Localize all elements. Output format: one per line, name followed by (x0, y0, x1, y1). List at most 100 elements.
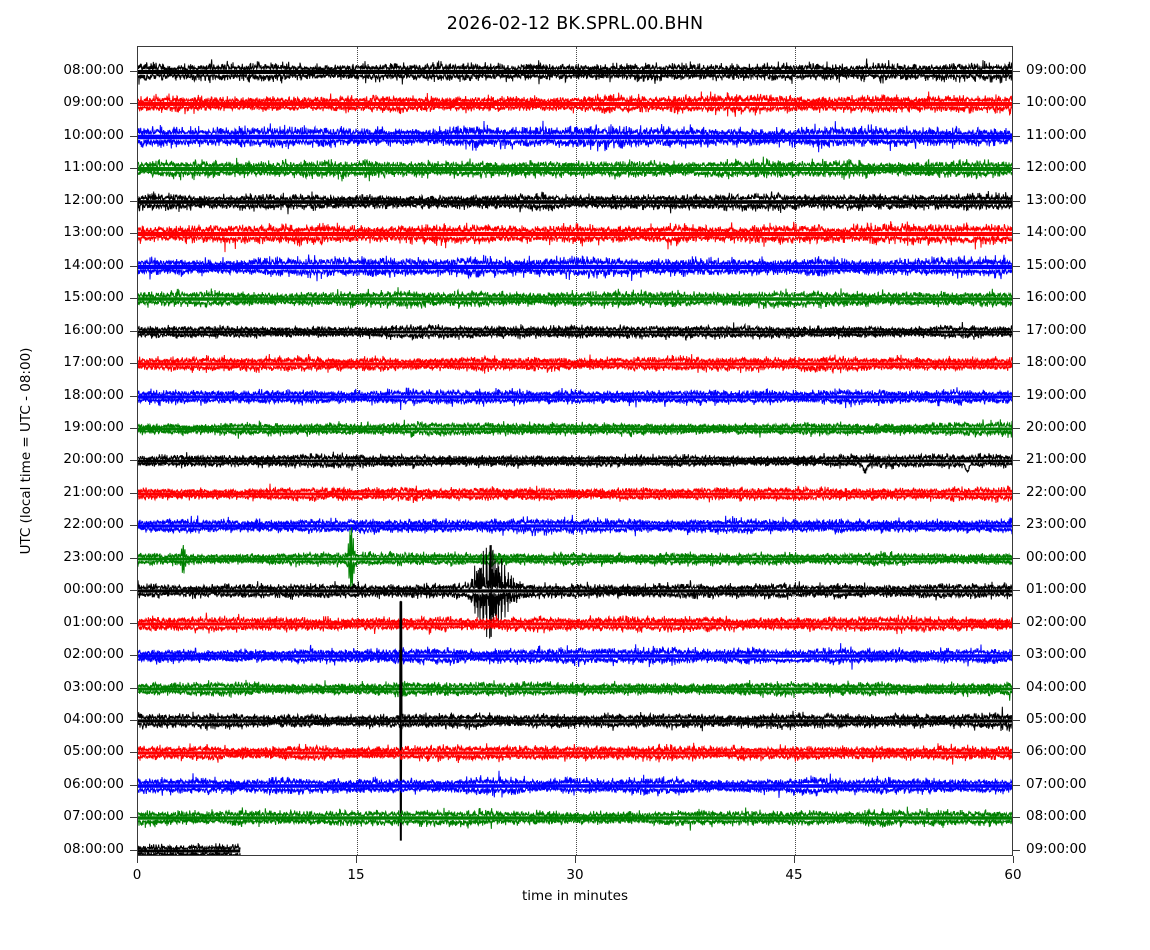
right-tick-label: 00:00:00 (1026, 548, 1087, 565)
trace-core-band (138, 654, 1012, 658)
right-tick-mark (1013, 363, 1020, 365)
x-tick-mark (794, 856, 795, 863)
right-tick-label: 06:00:00 (1026, 743, 1087, 760)
trace-waveform-lower (138, 395, 1012, 410)
left-tick-label: 03:00:00 (63, 678, 124, 695)
seismic-trace (138, 426, 1012, 496)
right-tick-mark (1013, 817, 1020, 819)
seismic-trace (138, 816, 1012, 855)
x-tick-mark (356, 856, 357, 863)
trace-core-band (138, 264, 1012, 269)
right-tick-mark (1013, 557, 1020, 559)
trace-waveform-upper (138, 483, 1012, 495)
right-tick-mark (1013, 135, 1020, 137)
trace-waveform-lower (138, 752, 1012, 766)
right-tick-mark (1013, 622, 1020, 624)
right-tick-mark (1013, 720, 1020, 721)
trace-waveform-upper (138, 842, 241, 852)
right-tick-label: 23:00:00 (1026, 516, 1087, 533)
left-tick-mark (130, 492, 137, 494)
left-tick-mark (130, 752, 137, 754)
left-tick-label: 08:00:00 (63, 62, 124, 78)
x-axis-label: time in minutes (521, 888, 629, 904)
right-tick-mark (1013, 525, 1020, 527)
right-tick-mark (1013, 752, 1020, 754)
trace-core-band (138, 784, 1012, 788)
right-tick-mark (1013, 265, 1020, 267)
left-tick-label: 02:00:00 (63, 646, 124, 663)
right-tick-label: 08:00:00 (1026, 808, 1087, 825)
left-tick-mark (130, 622, 137, 624)
right-tick-label: 07:00:00 (1026, 775, 1087, 792)
x-tick-label: 15 (347, 867, 365, 883)
trace-container (138, 47, 1012, 855)
trace-waveform-upper (138, 321, 1012, 333)
right-tick-label: 15:00:00 (1026, 256, 1087, 273)
seismic-trace (138, 783, 1012, 853)
right-tick-label: 09:00:00 (1026, 840, 1087, 857)
right-tick-label: 13:00:00 (1026, 191, 1087, 208)
trace-core-band (138, 330, 1012, 334)
left-tick-mark (130, 298, 137, 300)
trace-core-band (138, 69, 1012, 75)
trace-core-band (138, 232, 1012, 237)
trace-waveform-upper (138, 527, 1012, 560)
gridline-minute-15 (357, 47, 358, 855)
trace-waveform-lower (138, 850, 241, 855)
left-tick-label: 15:00:00 (63, 289, 124, 306)
left-tick-label: 17:00:00 (63, 354, 124, 371)
left-tick-label: 00:00:00 (63, 581, 124, 598)
left-tick-label: 01:00:00 (63, 613, 124, 630)
right-tick-label: 12:00:00 (1026, 159, 1087, 176)
right-tick-mark (1013, 849, 1020, 851)
trace-waveform-upper (138, 287, 1012, 300)
trace-core-band (138, 492, 1012, 496)
left-tick-label: 05:00:00 (63, 743, 124, 760)
gridline-minute-30 (576, 47, 577, 855)
trace-core-band (138, 686, 1012, 691)
trace-waveform-lower (138, 201, 1012, 215)
seismic-trace (138, 545, 1012, 639)
left-tick-label: 16:00:00 (63, 321, 124, 338)
right-tick-mark (1013, 233, 1020, 235)
seismic-trace (138, 524, 1012, 594)
trace-waveform-upper (138, 515, 1012, 527)
left-tick-mark (130, 233, 137, 235)
trace-waveform-lower (138, 137, 1012, 153)
trace-waveform-lower (138, 104, 1012, 118)
right-tick-mark (1013, 330, 1020, 332)
trace-waveform-upper (138, 190, 1012, 203)
right-tick-mark (1013, 687, 1020, 689)
trace-core-band (138, 816, 1012, 821)
right-tick-mark (1013, 298, 1020, 300)
left-tick-mark (130, 427, 137, 429)
right-tick-label: 20:00:00 (1026, 418, 1087, 435)
trace-waveform-lower (138, 558, 1012, 589)
trace-core-band (138, 557, 1012, 561)
trace-waveform-upper (138, 419, 1012, 430)
x-tick-label: 45 (785, 867, 803, 883)
left-tick-label: 23:00:00 (63, 548, 124, 565)
trace-waveform-lower (138, 623, 1012, 635)
left-tick-mark (130, 363, 137, 365)
left-tick-mark (130, 135, 137, 137)
left-tick-mark (130, 103, 137, 105)
right-tick-mark (1013, 395, 1020, 397)
left-tick-mark (130, 687, 137, 689)
trace-waveform-upper (138, 679, 1012, 689)
trace-waveform-upper (138, 58, 1012, 72)
trace-waveform-lower (138, 428, 1012, 439)
trace-waveform-lower (138, 493, 1012, 503)
gridline-minute-45 (795, 47, 796, 855)
left-tick-label: 06:00:00 (63, 775, 124, 792)
right-tick-label: 02:00:00 (1026, 613, 1087, 630)
trace-waveform-lower (138, 687, 1012, 701)
left-tick-label: 08:00:00 (63, 840, 124, 857)
left-tick-mark (130, 330, 137, 332)
seismic-trace (138, 751, 1012, 821)
trace-waveform-upper (138, 452, 1012, 463)
left-tick-label: 12:00:00 (63, 191, 124, 208)
x-tick-label: 30 (566, 867, 584, 883)
trace-waveform-upper (138, 743, 1012, 754)
trace-waveform-upper (138, 770, 1012, 787)
